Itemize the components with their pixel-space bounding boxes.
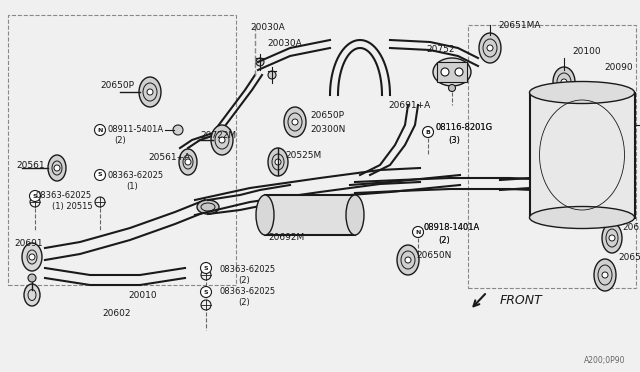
Text: 20650N: 20650N bbox=[416, 250, 451, 260]
Ellipse shape bbox=[256, 195, 274, 235]
Ellipse shape bbox=[268, 148, 288, 176]
Text: 20722M: 20722M bbox=[200, 131, 236, 141]
Text: (1): (1) bbox=[126, 182, 138, 190]
Circle shape bbox=[602, 272, 608, 278]
Ellipse shape bbox=[346, 195, 364, 235]
Circle shape bbox=[95, 125, 106, 135]
Ellipse shape bbox=[197, 200, 219, 214]
Circle shape bbox=[28, 274, 36, 282]
Text: 20525M: 20525M bbox=[285, 151, 321, 160]
Bar bbox=[8, 15, 236, 285]
Circle shape bbox=[95, 170, 106, 180]
Circle shape bbox=[200, 263, 211, 273]
Text: 08363-62025: 08363-62025 bbox=[36, 192, 92, 201]
Text: 20692M: 20692M bbox=[268, 232, 304, 241]
Circle shape bbox=[275, 159, 281, 165]
Text: (1) 20515: (1) 20515 bbox=[52, 202, 93, 212]
Text: S: S bbox=[98, 173, 102, 177]
Text: 20030A: 20030A bbox=[267, 39, 301, 48]
Text: 20100: 20100 bbox=[572, 48, 600, 57]
Ellipse shape bbox=[284, 107, 306, 137]
Ellipse shape bbox=[529, 81, 634, 103]
Text: S: S bbox=[33, 193, 37, 199]
Text: 20651MB: 20651MB bbox=[622, 224, 640, 232]
Circle shape bbox=[54, 165, 60, 171]
Circle shape bbox=[219, 137, 225, 143]
Text: 20650P: 20650P bbox=[100, 80, 134, 90]
Text: 08363-62025: 08363-62025 bbox=[220, 288, 276, 296]
Text: 20651MA: 20651MA bbox=[498, 20, 541, 29]
Circle shape bbox=[422, 126, 433, 138]
Text: 08116-8201G: 08116-8201G bbox=[435, 124, 492, 132]
Text: 20561: 20561 bbox=[16, 160, 45, 170]
Ellipse shape bbox=[433, 58, 471, 86]
Ellipse shape bbox=[211, 125, 233, 155]
Circle shape bbox=[441, 68, 449, 76]
Text: (3): (3) bbox=[448, 135, 460, 144]
Text: (2): (2) bbox=[238, 298, 250, 308]
Text: 08363-62025: 08363-62025 bbox=[220, 266, 276, 275]
Text: (3): (3) bbox=[448, 135, 460, 144]
Circle shape bbox=[256, 58, 264, 66]
Text: 20030A: 20030A bbox=[250, 23, 285, 32]
Ellipse shape bbox=[479, 33, 501, 63]
Text: 20650P: 20650P bbox=[310, 110, 344, 119]
Bar bbox=[529, 93, 634, 218]
Text: B: B bbox=[426, 129, 431, 135]
Circle shape bbox=[487, 45, 493, 51]
Text: 08911-5401A: 08911-5401A bbox=[108, 125, 164, 135]
Circle shape bbox=[29, 190, 40, 202]
Ellipse shape bbox=[594, 259, 616, 291]
Ellipse shape bbox=[553, 67, 575, 97]
Ellipse shape bbox=[397, 245, 419, 275]
Circle shape bbox=[200, 286, 211, 298]
Circle shape bbox=[185, 159, 191, 165]
Text: 20010: 20010 bbox=[128, 292, 157, 301]
Ellipse shape bbox=[613, 109, 635, 141]
Text: 20561+A: 20561+A bbox=[148, 154, 190, 163]
Text: 20090: 20090 bbox=[604, 64, 632, 73]
Text: 20602: 20602 bbox=[102, 308, 131, 317]
Bar bbox=[468, 25, 636, 288]
Ellipse shape bbox=[602, 223, 622, 253]
Text: S: S bbox=[204, 289, 208, 295]
Text: 20752: 20752 bbox=[426, 45, 454, 55]
Circle shape bbox=[455, 68, 463, 76]
Text: (2): (2) bbox=[238, 276, 250, 285]
Circle shape bbox=[449, 84, 456, 92]
Ellipse shape bbox=[24, 284, 40, 306]
Circle shape bbox=[29, 254, 35, 260]
Text: A200;0P90: A200;0P90 bbox=[584, 356, 625, 365]
Bar bbox=[437, 62, 467, 82]
Bar bbox=[265, 195, 355, 235]
Text: N: N bbox=[415, 230, 420, 234]
Circle shape bbox=[405, 257, 411, 263]
Text: 08116-8201G: 08116-8201G bbox=[435, 124, 492, 132]
Text: S: S bbox=[204, 266, 208, 270]
Text: (2): (2) bbox=[438, 235, 450, 244]
Circle shape bbox=[413, 227, 424, 237]
Circle shape bbox=[173, 125, 183, 135]
Circle shape bbox=[609, 235, 615, 241]
Ellipse shape bbox=[48, 155, 66, 181]
Text: (2): (2) bbox=[438, 235, 450, 244]
Text: FRONT: FRONT bbox=[500, 294, 543, 307]
Text: 08363-62025: 08363-62025 bbox=[108, 170, 164, 180]
Ellipse shape bbox=[22, 243, 42, 271]
Text: 20651M: 20651M bbox=[618, 253, 640, 263]
Text: 08918-1401A: 08918-1401A bbox=[424, 224, 480, 232]
Text: 20300N: 20300N bbox=[310, 125, 346, 135]
Circle shape bbox=[292, 119, 298, 125]
Text: (2): (2) bbox=[114, 137, 125, 145]
Circle shape bbox=[147, 89, 153, 95]
Text: 20691: 20691 bbox=[14, 240, 43, 248]
Circle shape bbox=[561, 79, 567, 85]
Ellipse shape bbox=[139, 77, 161, 107]
Ellipse shape bbox=[179, 149, 197, 175]
Text: 08918-1401A: 08918-1401A bbox=[424, 224, 480, 232]
Circle shape bbox=[268, 71, 276, 79]
Text: N: N bbox=[97, 128, 102, 132]
Text: 20691+A: 20691+A bbox=[388, 100, 430, 109]
Ellipse shape bbox=[529, 206, 634, 228]
